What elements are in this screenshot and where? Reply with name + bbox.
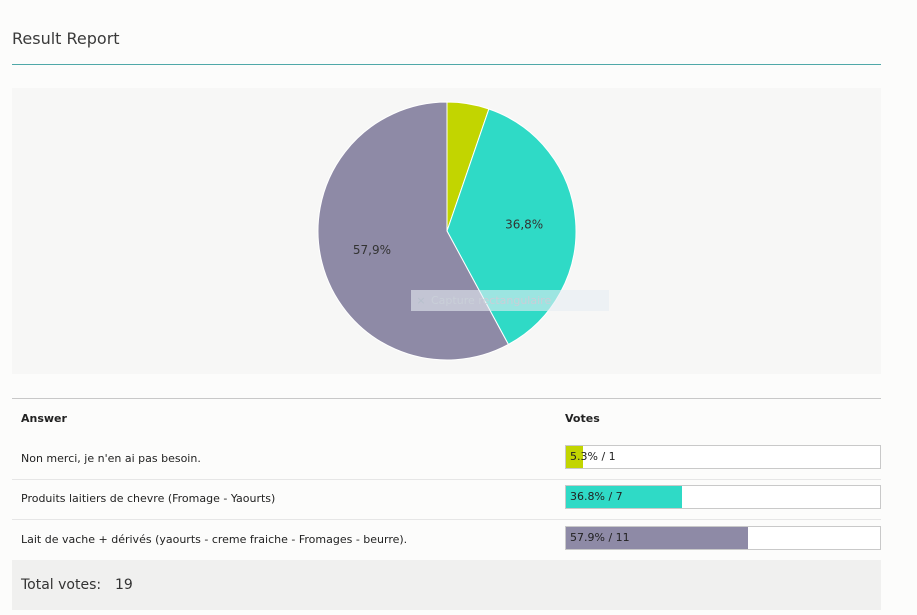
pie-chart: 36,8% 57,9%: [317, 101, 577, 361]
vote-text: 36.8% / 7: [570, 490, 623, 503]
pie-data-label: 36,8%: [505, 218, 543, 232]
close-icon: ×: [416, 294, 426, 307]
answer-column-header: Answer: [21, 412, 67, 425]
table-divider: [12, 398, 881, 399]
vote-text: 5.3% / 1: [570, 450, 616, 463]
vote-bar-fill: [566, 446, 583, 468]
page-title: Result Report: [12, 29, 120, 48]
votes-column-header: Votes: [565, 412, 600, 425]
total-votes-label: Total votes:: [21, 577, 102, 593]
pie-slice: [446, 108, 577, 346]
tooltip-text: Capture rectangulaire: [431, 294, 552, 307]
answer-text: Non merci, je n'en ai pas besoin.: [21, 452, 201, 465]
answer-text: Lait de vache + dérivés (yaourts - creme…: [21, 533, 408, 546]
vote-bar-fill: [566, 527, 748, 549]
pie-chart-panel: 36,8% 57,9% × Capture rectangulaire: [12, 88, 881, 374]
table-row: Produits laitiers de chevre (Fromage - Y…: [12, 479, 881, 520]
vote-bar: 57.9% / 11: [565, 526, 881, 550]
capture-tooltip: × Capture rectangulaire: [411, 290, 609, 311]
vote-bar: 5.3% / 1: [565, 445, 881, 469]
pie-data-label: 57,9%: [353, 243, 391, 257]
table-row: Non merci, je n'en ai pas besoin. 5.3% /…: [12, 439, 881, 480]
table-row: Lait de vache + dérivés (yaourts - creme…: [12, 520, 881, 561]
vote-bar-fill: [566, 486, 682, 508]
vote-text: 57.9% / 11: [570, 531, 630, 544]
total-votes-value: 19: [115, 577, 133, 593]
answer-text: Produits laitiers de chevre (Fromage - Y…: [21, 492, 276, 505]
total-votes-bar: Total votes: 19: [12, 560, 881, 610]
vote-bar: 36.8% / 7: [565, 485, 881, 509]
title-divider: [12, 64, 881, 65]
